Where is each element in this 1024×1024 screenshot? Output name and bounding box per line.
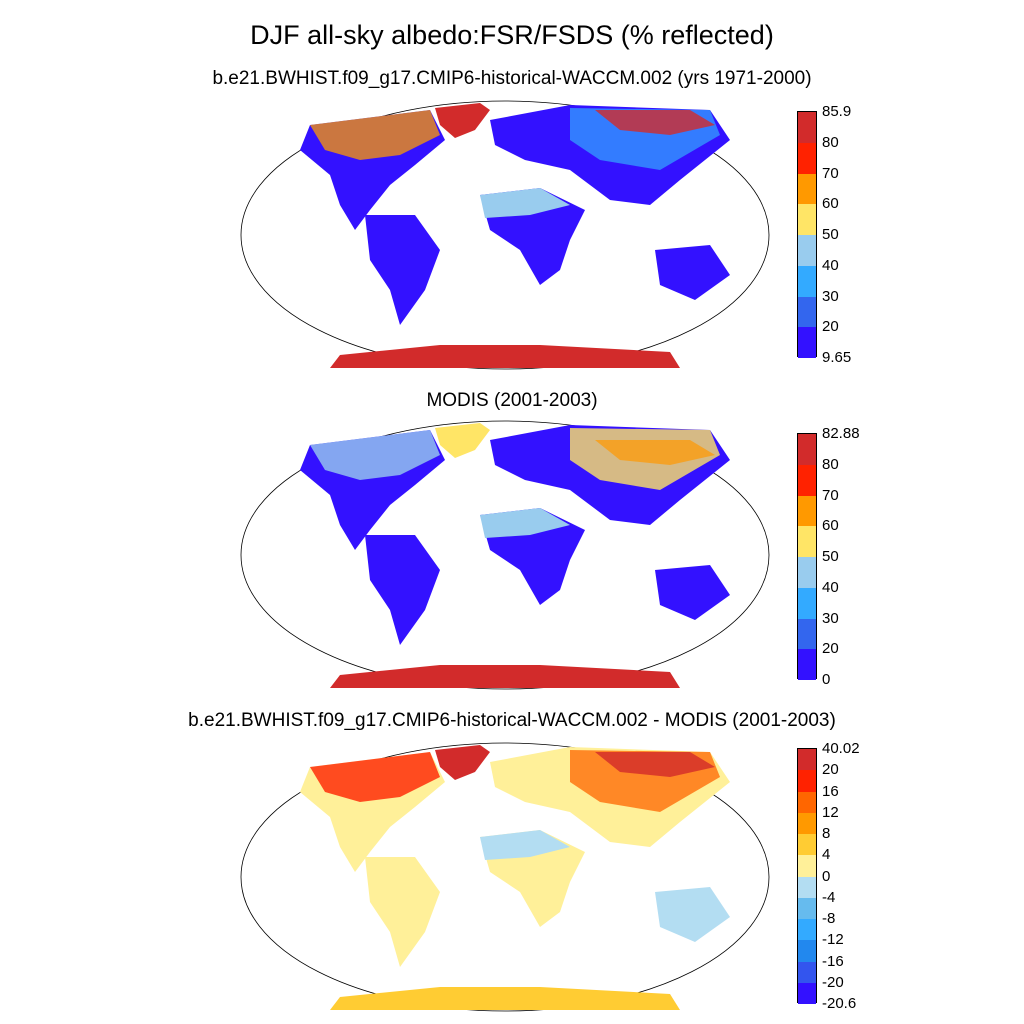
colorbar-label: 40 (822, 256, 839, 274)
colorbar-segment (798, 587, 816, 619)
south-america (365, 857, 440, 967)
colorbar-segment (798, 982, 816, 1004)
sahara (480, 830, 570, 860)
panel-1-map (240, 100, 770, 370)
colorbar-label: 8 (822, 825, 831, 842)
panel-2-map (240, 420, 770, 690)
antarctica (330, 665, 680, 688)
colorbar-label: 85.9 (822, 103, 852, 120)
siberia (595, 752, 715, 777)
colorbar-label: -20 (822, 973, 844, 991)
colorbar-label: 80 (822, 133, 839, 151)
panel-3-title: b.e21.BWHIST.f09_g17.CMIP6-historical-WA… (188, 710, 836, 731)
south-america (365, 215, 440, 325)
colorbar-label: 16 (822, 782, 839, 800)
colorbar-label: 40 (822, 578, 839, 596)
figure-title: DJF all-sky albedo:FSR/FSDS (% reflected… (250, 20, 774, 50)
north-america-snow (310, 110, 440, 160)
south-america (365, 535, 440, 645)
colorbar-segment (798, 940, 816, 962)
colorbar-label: 70 (822, 164, 839, 182)
colorbar-segment (798, 173, 816, 205)
colorbar-label: 50 (822, 226, 839, 243)
colorbar-label: 30 (822, 609, 839, 627)
colorbar-label: 20 (822, 640, 839, 658)
colorbar-segment (798, 791, 816, 813)
colorbar-segment (798, 834, 816, 856)
colorbar-label: 0 (822, 671, 831, 688)
colorbar-segment (798, 649, 816, 680)
colorbar-segment (798, 919, 816, 941)
colorbar-segment (798, 812, 816, 834)
colorbar-segment (798, 618, 816, 650)
north-america-snow (310, 430, 440, 480)
colorbar-label: 60 (822, 195, 839, 213)
colorbar-segment (798, 855, 816, 877)
siberia (595, 440, 715, 465)
colorbar-segment (798, 235, 816, 266)
panel-1-colorbar (797, 111, 817, 358)
colorbar-segment (798, 526, 816, 557)
colorbar-segment (798, 770, 816, 792)
colorbar-segment (798, 749, 816, 771)
greenland (435, 423, 490, 458)
colorbar-segment (798, 876, 816, 898)
australia (655, 245, 730, 300)
colorbar-segment (798, 434, 816, 465)
colorbar-label: 40.02 (822, 740, 860, 757)
colorbar-label: 30 (822, 287, 839, 305)
colorbar-label: 20 (822, 318, 839, 336)
colorbar-label: 82.88 (822, 425, 860, 442)
colorbar-label: 12 (822, 803, 839, 821)
colorbar-label: 4 (822, 846, 831, 864)
colorbar-label: 50 (822, 548, 839, 565)
australia (655, 565, 730, 620)
australia (655, 887, 730, 942)
colorbar-label: 60 (822, 517, 839, 535)
colorbar-segment (798, 204, 816, 235)
colorbar-label: 80 (822, 455, 839, 473)
panel-2-colorbar (797, 433, 817, 680)
colorbar-label: 0 (822, 867, 831, 885)
colorbar-label: -8 (822, 910, 836, 927)
antarctica (330, 345, 680, 368)
colorbar-segment (798, 296, 816, 328)
colorbar-label: -16 (822, 952, 844, 970)
greenland (435, 103, 490, 138)
north-america-snow (310, 752, 440, 802)
panel-2-title: MODIS (2001-2003) (426, 390, 598, 411)
colorbar-segment (798, 464, 816, 496)
siberia (595, 110, 715, 135)
colorbar-segment (798, 557, 816, 588)
greenland (435, 745, 490, 780)
colorbar-segment (798, 327, 816, 358)
panel-3-map (240, 742, 770, 1012)
colorbar-label: -4 (822, 888, 836, 906)
panel-1-title: b.e21.BWHIST.f09_g17.CMIP6-historical-WA… (212, 68, 812, 89)
sahara (480, 508, 570, 538)
panel-3-colorbar (797, 748, 817, 1004)
colorbar-segment (798, 112, 816, 143)
colorbar-label: -12 (822, 931, 844, 949)
colorbar-segment (798, 495, 816, 527)
antarctica (330, 987, 680, 1010)
colorbar-segment (798, 897, 816, 919)
colorbar-segment (798, 961, 816, 983)
colorbar-label: 70 (822, 486, 839, 504)
sahara (480, 188, 570, 218)
colorbar-label: 20 (822, 761, 839, 779)
colorbar-label: 9.65 (822, 349, 852, 366)
colorbar-label: -20.6 (822, 995, 857, 1012)
colorbar-segment (798, 265, 816, 297)
colorbar-segment (798, 142, 816, 174)
